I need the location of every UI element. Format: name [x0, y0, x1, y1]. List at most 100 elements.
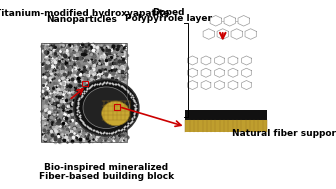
- Point: [102, 87, 108, 90]
- Point: [95, 43, 100, 46]
- Point: [88, 91, 94, 94]
- Point: [121, 115, 127, 119]
- Point: [95, 94, 101, 98]
- Point: [120, 136, 125, 139]
- Point: [63, 105, 68, 108]
- Point: [75, 107, 80, 110]
- Point: [91, 50, 96, 53]
- Bar: [82, 81, 88, 86]
- Point: [119, 78, 125, 81]
- Point: [74, 48, 79, 51]
- Point: [92, 84, 97, 87]
- Point: [61, 45, 66, 48]
- Point: [103, 62, 109, 65]
- Point: [96, 94, 101, 97]
- Point: [50, 81, 55, 84]
- Point: [40, 94, 45, 97]
- Point: [75, 68, 80, 71]
- Point: [68, 89, 74, 92]
- Point: [85, 125, 90, 129]
- Point: [108, 84, 113, 87]
- Point: [46, 95, 52, 98]
- Point: [133, 102, 138, 105]
- Point: [42, 87, 48, 90]
- Point: [55, 110, 60, 113]
- Point: [88, 60, 93, 63]
- Point: [41, 54, 47, 57]
- Point: [90, 133, 95, 136]
- Point: [79, 94, 84, 98]
- Point: [100, 95, 106, 98]
- Point: [86, 101, 91, 104]
- Point: [105, 61, 110, 64]
- Point: [113, 83, 119, 86]
- Point: [77, 79, 82, 82]
- Point: [49, 123, 55, 126]
- Point: [72, 114, 77, 117]
- Point: [49, 121, 55, 124]
- Point: [118, 84, 123, 88]
- Point: [89, 79, 94, 82]
- Point: [103, 135, 109, 138]
- Point: [52, 125, 57, 128]
- Point: [49, 57, 54, 60]
- Point: [87, 83, 93, 86]
- Point: [43, 126, 49, 129]
- Point: [81, 59, 86, 62]
- Point: [41, 132, 47, 136]
- Point: [83, 88, 88, 91]
- Point: [39, 124, 44, 127]
- Point: [114, 109, 120, 112]
- Point: [119, 62, 125, 65]
- Point: [68, 61, 73, 64]
- Point: [103, 45, 109, 48]
- Point: [112, 65, 118, 68]
- Point: [91, 127, 96, 130]
- Point: [98, 74, 103, 77]
- Point: [40, 129, 45, 132]
- Point: [40, 62, 45, 65]
- Point: [90, 112, 95, 115]
- Point: [85, 95, 90, 98]
- Point: [82, 59, 87, 62]
- Point: [99, 98, 104, 101]
- Point: [75, 128, 81, 131]
- Point: [49, 68, 54, 71]
- Point: [52, 60, 58, 64]
- Point: [70, 91, 76, 94]
- Point: [100, 113, 106, 116]
- Point: [43, 63, 48, 66]
- Point: [96, 135, 102, 138]
- Point: [83, 135, 88, 138]
- Point: [123, 103, 128, 106]
- Point: [55, 122, 60, 125]
- Point: [50, 56, 56, 59]
- Point: [102, 91, 108, 94]
- Point: [84, 88, 89, 91]
- Point: [82, 91, 88, 94]
- Point: [115, 77, 120, 80]
- Point: [129, 119, 134, 122]
- Text: Fiber-based building block: Fiber-based building block: [39, 172, 174, 181]
- Point: [50, 78, 55, 81]
- Point: [62, 92, 68, 95]
- Point: [120, 94, 125, 97]
- Point: [44, 113, 49, 116]
- Point: [59, 135, 65, 138]
- Point: [58, 42, 64, 45]
- Point: [115, 122, 121, 125]
- Point: [96, 83, 101, 86]
- Point: [86, 131, 91, 134]
- Point: [54, 84, 59, 88]
- Point: [123, 107, 128, 110]
- Point: [118, 77, 124, 80]
- Point: [95, 108, 100, 111]
- Point: [55, 90, 60, 93]
- Point: [89, 105, 94, 108]
- Point: [58, 82, 64, 85]
- Point: [52, 138, 57, 141]
- Point: [51, 106, 56, 109]
- Point: [89, 60, 94, 64]
- Point: [73, 79, 78, 82]
- Point: [103, 97, 109, 100]
